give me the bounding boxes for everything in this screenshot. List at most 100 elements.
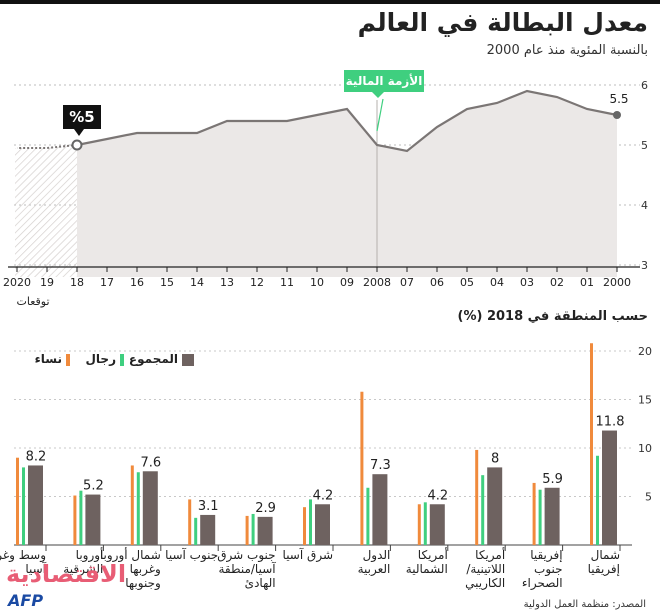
category-label: أمريكا — [418, 547, 448, 563]
category-label: آسيا/منطقة — [218, 561, 276, 576]
x-tick-label: 05 — [460, 276, 474, 289]
bar-y-tick-label: 15 — [638, 394, 652, 407]
x-tick-label: 01 — [580, 276, 594, 289]
forecast-area — [15, 145, 77, 277]
bar-women — [73, 495, 77, 545]
category-label: الشمالية — [406, 562, 448, 576]
bar-total-label: 11.8 — [596, 415, 625, 430]
bar-women — [16, 457, 19, 545]
chart-subtitle: بالنسبة المئوية منذ عام 2000 — [486, 43, 648, 58]
bar-total — [544, 487, 560, 545]
x-tick-label: 04 — [490, 276, 504, 289]
x-tick-label: 02 — [550, 276, 564, 289]
category-label: الشرقية — [63, 562, 103, 577]
x-tick-label: 2000 — [603, 276, 631, 289]
x-tick-label: 15 — [160, 276, 174, 289]
category-label: أمريكا — [475, 547, 505, 563]
y-tick-label: 6 — [641, 79, 648, 92]
bar-y-tick-label: 5 — [645, 491, 652, 504]
category-label: إفريقيا — [530, 548, 562, 563]
end-value-label: 5.5 — [609, 92, 628, 106]
bar-women — [245, 515, 249, 545]
chart-title: معدل البطالة في العالم — [357, 8, 648, 37]
percent-annotation: %5 — [63, 105, 101, 129]
category-label: وجنوبها — [125, 576, 161, 591]
x-tick-label: 13 — [220, 276, 234, 289]
x-tick-label: 2008 — [363, 276, 391, 289]
category-label: جنوب آسيا — [165, 547, 218, 563]
bar-men — [22, 467, 25, 545]
category-label: الكاريبي — [465, 576, 505, 591]
bar-men — [309, 499, 312, 545]
x-tick-label: 2020 — [3, 276, 31, 289]
category-label: وغربها — [130, 562, 161, 577]
bar-total — [602, 430, 617, 545]
bar-total-label: 3.1 — [198, 499, 219, 514]
bar-women — [417, 504, 421, 545]
x-tick-label: 16 — [130, 276, 144, 289]
bar-total — [142, 471, 158, 545]
category-label: شمال — [591, 548, 620, 562]
historical-area — [77, 91, 617, 277]
bar-y-tick-label: 20 — [638, 345, 652, 358]
bar-women — [532, 482, 536, 545]
bar-y-tick-label: 10 — [638, 442, 652, 455]
afp-logo: AFP — [8, 591, 44, 610]
bar-women — [590, 343, 593, 545]
y-tick-label: 4 — [641, 199, 648, 212]
crisis-pointer-line — [376, 98, 384, 132]
category-label: العربية — [358, 562, 391, 577]
category-label: جنوب — [534, 562, 563, 577]
bar-total — [429, 504, 445, 545]
bar-women — [360, 391, 364, 545]
legend-women-label: نساء — [34, 352, 62, 366]
bar-total — [28, 465, 43, 545]
y-tick-label: 5 — [641, 139, 648, 152]
bar-men — [423, 502, 427, 545]
legend-total: المجموع — [129, 352, 194, 366]
category-label: شرق آسيا — [283, 547, 333, 563]
unemployment-line — [76, 89, 618, 153]
end-point-marker — [613, 111, 621, 119]
bar-total — [85, 494, 101, 545]
x-tick-label: 14 — [190, 276, 204, 289]
category-label: وسط وغرب — [0, 548, 46, 563]
bar-total — [257, 516, 273, 545]
top-rule — [0, 0, 660, 4]
x-tick-label: 07 — [400, 276, 414, 289]
legend-total-label: المجموع — [128, 352, 178, 366]
category-label: آسيا — [25, 561, 46, 576]
crisis-annotation: الأزمة المالية — [344, 70, 424, 92]
category-label: الصحراء — [522, 576, 563, 591]
x-tick-label: 17 — [100, 276, 114, 289]
bar-total-label: 7.3 — [370, 458, 391, 473]
category-label: إفريقيا — [588, 562, 620, 577]
bar-total-label: 5.2 — [83, 479, 104, 494]
bar-men — [251, 513, 255, 545]
bar-men — [481, 475, 485, 545]
category-label: اللاتينية/ — [466, 562, 505, 576]
x-tick-label: 18 — [70, 276, 84, 289]
x-tick-label: 12 — [250, 276, 264, 289]
bar-men — [596, 455, 599, 545]
bar-men — [538, 489, 542, 545]
bar-total-label: 2.9 — [255, 501, 276, 516]
forecast-start-marker — [71, 139, 83, 151]
source-note: المصدر: منظمة العمل الدولية — [523, 599, 646, 610]
x-tick-label: 03 — [520, 276, 534, 289]
forecast-label: توقعات — [16, 295, 49, 308]
y-tick-label: 3 — [641, 259, 648, 272]
bar-total-label: 5.9 — [542, 472, 563, 487]
crisis-annotation-pointer — [372, 92, 384, 98]
bar-men — [366, 487, 370, 545]
category-label: شمال أوروبا — [100, 547, 161, 563]
bar-men — [79, 490, 83, 545]
bar-total-label: 7.6 — [140, 455, 161, 470]
bar-total — [487, 467, 503, 545]
bar-total-label: 4.2 — [313, 488, 334, 503]
legend-total-swatch — [182, 353, 194, 366]
x-tick-label: 10 — [310, 276, 324, 289]
bar-women — [475, 449, 479, 545]
bar-total — [372, 474, 388, 545]
